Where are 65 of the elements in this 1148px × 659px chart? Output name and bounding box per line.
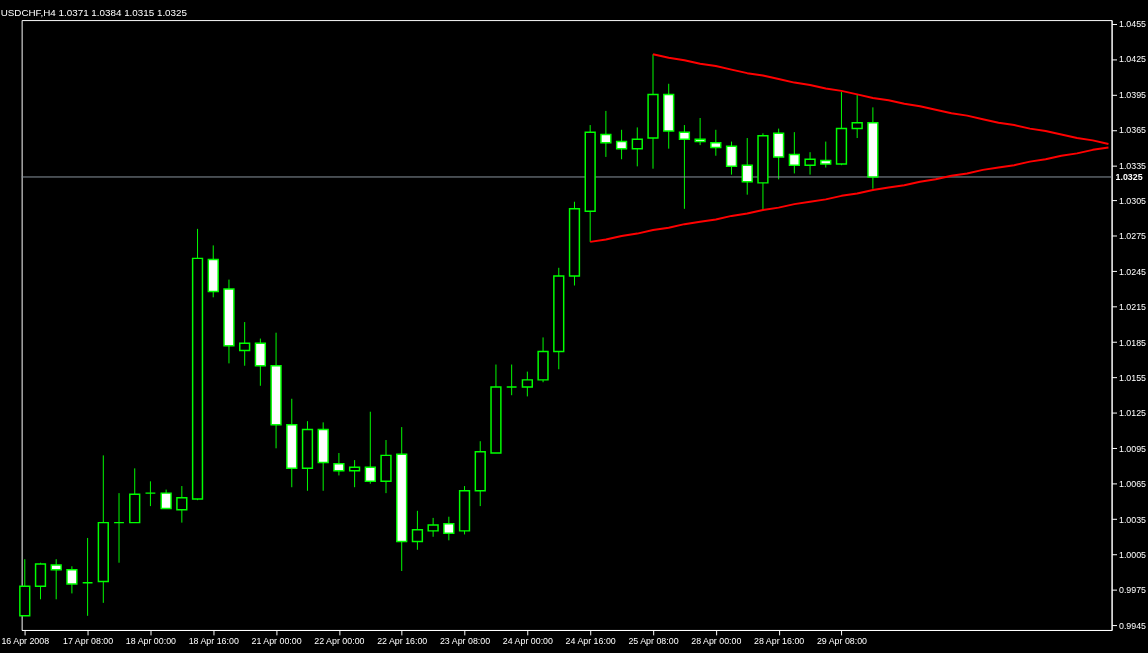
candlestick <box>34 562 47 600</box>
candlestick <box>333 452 345 476</box>
candlestick <box>348 459 361 488</box>
candlestick <box>788 131 801 174</box>
x-tick-label: 23 Apr 08:00 <box>439 636 491 647</box>
candlestick <box>820 141 832 169</box>
y-tick-label: 1.0305 <box>1118 196 1147 207</box>
candlestick <box>521 371 534 397</box>
y-tick-label: 1.0215 <box>1118 302 1147 313</box>
x-tick-label: 18 Apr 16:00 <box>188 636 239 647</box>
candlestick <box>725 141 738 176</box>
x-tick-label: 24 Apr 00:00 <box>502 636 554 647</box>
x-tick-label: 22 Apr 00:00 <box>314 636 365 647</box>
y-tick-label: 1.0005 <box>1118 549 1147 560</box>
y-tick-label: 1.0065 <box>1118 479 1147 490</box>
candlestick <box>427 517 439 538</box>
candlestick <box>50 558 62 600</box>
x-tick-label: 22 Apr 16:00 <box>377 636 428 647</box>
candlestick <box>694 117 706 146</box>
candlestick <box>741 137 753 196</box>
ref-line-label: 1.0325 <box>1115 171 1143 182</box>
x-tick-label: 28 Apr 00:00 <box>691 636 742 647</box>
x-tick-label: 29 Apr 08:00 <box>816 636 868 647</box>
x-tick-label: 28 Apr 16:00 <box>754 636 805 647</box>
y-tick-label: 1.0455 <box>1118 19 1147 30</box>
candlestick <box>254 338 267 387</box>
candlestick <box>160 489 172 510</box>
y-tick-label: 1.0275 <box>1118 231 1147 242</box>
y-tick-label: 1.0365 <box>1118 125 1147 136</box>
x-tick-label: 17 Apr 08:00 <box>63 636 114 647</box>
candlestick <box>772 128 785 180</box>
y-tick-label: 1.0185 <box>1118 337 1147 348</box>
y-tick-label: 1.0335 <box>1118 160 1147 171</box>
candlestick <box>678 124 691 210</box>
y-tick-label: 1.0095 <box>1118 443 1147 454</box>
chart-title: USDCHF,H4 1.0371 1.0384 1.0315 1.0325 <box>0 6 188 18</box>
x-tick-label: 24 Apr 16:00 <box>565 636 616 647</box>
y-tick-label: 1.0395 <box>1118 89 1147 100</box>
candlestick <box>443 516 455 541</box>
candlestick <box>411 510 424 551</box>
candlestick <box>144 480 157 507</box>
y-tick-label: 0.9975 <box>1118 585 1147 596</box>
candlestick <box>113 492 125 564</box>
x-tick-label: 21 Apr 00:00 <box>251 636 302 647</box>
x-tick-label: 16 Apr 2008 <box>1 636 50 647</box>
candlestick <box>600 110 612 158</box>
candlestick <box>505 364 518 396</box>
x-tick-label: 25 Apr 08:00 <box>628 636 679 647</box>
y-tick-label: 1.0125 <box>1118 408 1147 419</box>
candlestick <box>804 151 816 176</box>
candlestick <box>615 129 628 160</box>
candlestick <box>239 321 251 367</box>
candlestick <box>631 126 643 167</box>
y-tick-label: 0.9945 <box>1118 620 1147 631</box>
candlestick <box>176 485 188 524</box>
candlestick <box>710 129 722 157</box>
y-tick-label: 1.0155 <box>1118 372 1147 383</box>
x-tick-label: 18 Apr 00:00 <box>125 636 177 647</box>
y-tick-label: 1.0245 <box>1118 266 1147 277</box>
candlestick <box>851 93 863 139</box>
y-tick-label: 1.0035 <box>1118 514 1147 525</box>
candlestick <box>81 537 94 617</box>
candlestick <box>364 411 376 485</box>
candlestick <box>66 565 78 594</box>
y-tick-label: 1.0425 <box>1118 54 1147 65</box>
